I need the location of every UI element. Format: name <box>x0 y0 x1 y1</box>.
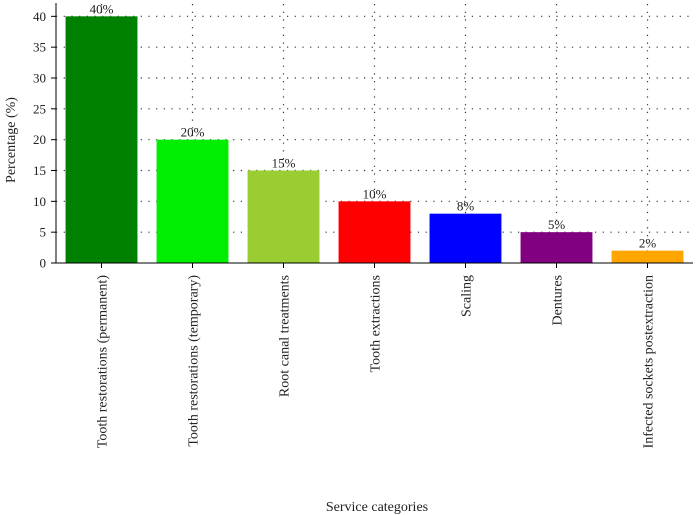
bar <box>338 201 411 263</box>
y-tick-label: 10 <box>33 194 46 209</box>
axes <box>51 3 693 268</box>
y-tick-label: 40 <box>33 9 46 24</box>
bar <box>156 139 229 263</box>
x-axis-title: Service categories <box>326 500 428 515</box>
data-label: 10% <box>363 186 387 201</box>
y-axis-title: Percentage (%) <box>4 97 19 183</box>
y-tick-label: 30 <box>33 71 46 86</box>
bar <box>65 16 138 264</box>
data-label: 5% <box>548 217 566 232</box>
bar <box>429 213 502 263</box>
data-label: 2% <box>639 236 657 251</box>
data-label: 15% <box>272 156 296 171</box>
y-tick-label: 35 <box>33 40 46 55</box>
y-tick-label: 20 <box>33 132 46 147</box>
labels: 40% 20% 15% 10% 8% 5% 2% 0 5 10 15 20 25 30 35 40 Tooth … <box>33 1 657 448</box>
bar <box>520 232 593 263</box>
x-tick-label: Tooth restorations (permanent) <box>96 275 111 449</box>
x-tick-label: Tooth extractions <box>369 275 384 372</box>
y-tick-label: 15 <box>33 163 46 178</box>
bar <box>611 250 684 263</box>
x-tick-label: Scaling <box>460 275 475 317</box>
data-label: 8% <box>457 199 475 214</box>
data-label: 20% <box>181 125 205 140</box>
bar <box>247 170 320 263</box>
x-tick-label: Tooth restorations (temporary) <box>187 275 202 447</box>
data-label: 40% <box>90 1 114 16</box>
y-tick-label: 0 <box>40 256 47 271</box>
y-tick-label: 25 <box>33 101 46 116</box>
x-tick-label: Root canal treatments <box>278 275 293 397</box>
bars <box>65 16 684 264</box>
x-tick-label: Dentures <box>551 275 566 326</box>
x-tick-label: Infected sockets postextraction <box>642 275 657 448</box>
y-tick-label: 5 <box>40 225 47 240</box>
